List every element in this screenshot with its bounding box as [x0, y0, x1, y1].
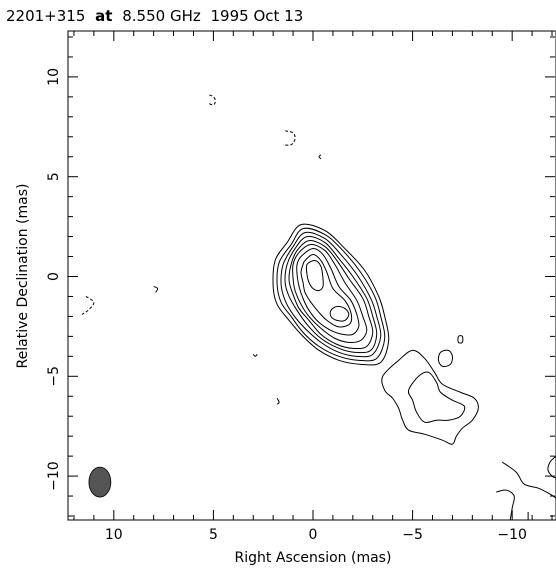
- jet-contour-3: [437, 349, 454, 368]
- edge-contour-4: [547, 455, 556, 479]
- y-tick-label: −10: [46, 461, 62, 491]
- core-contour-1: [272, 223, 390, 366]
- restoring-beam: [88, 466, 112, 498]
- core-contour-6: [292, 244, 368, 343]
- y-tick-label: −5: [46, 366, 62, 387]
- x-tick-label: 0: [309, 527, 318, 543]
- y-tick-label: 0: [46, 272, 62, 281]
- x-axis-label: Right Ascension (mas): [235, 550, 392, 566]
- edge-contour-1: [501, 461, 556, 499]
- core-contour-5: [288, 240, 374, 350]
- frequency-label: 8.550 GHz: [122, 7, 201, 25]
- core-contour-10: [329, 305, 350, 322]
- observation-date: 1995 Oct 13: [211, 7, 304, 25]
- core-contour-8: [300, 254, 353, 328]
- core-contour-2: [276, 227, 386, 362]
- x-tick-label: −10: [497, 527, 527, 543]
- core-contour-7: [296, 248, 360, 336]
- title-connector: at: [95, 7, 112, 25]
- y-tick-label: 10: [46, 68, 62, 86]
- isolated-contour-4: [276, 398, 280, 405]
- jet-contour-1: [381, 349, 479, 445]
- jet-contour-4: [457, 335, 464, 344]
- jet-contour-2: [407, 371, 466, 424]
- isolated-contour-1: [318, 154, 322, 160]
- core-contour-9: [305, 260, 324, 292]
- core-contour-3: [280, 231, 382, 358]
- plot-frame: [67, 30, 556, 521]
- isolated-contour-3: [252, 353, 258, 357]
- plot-area: [67, 30, 556, 521]
- y-axis-label: Relative Declination (mas): [15, 184, 31, 369]
- axis-ticks: 10 5 0 −5 −10 10 5 0 −5 −10: [46, 31, 555, 543]
- negative-contour-2: [283, 130, 296, 146]
- x-tick-label: 10: [105, 527, 123, 543]
- edge-contour-2: [496, 489, 515, 521]
- source-name: 2201+315: [6, 7, 85, 25]
- negative-contour-1: [207, 94, 216, 106]
- chart-title: 2201+315 at 8.550 GHz 1995 Oct 13: [6, 7, 303, 25]
- isolated-contour-2: [153, 286, 159, 293]
- negative-contour-3: [81, 296, 95, 315]
- core-contour-4: [284, 235, 378, 354]
- x-tick-label: −5: [402, 527, 423, 543]
- x-tick-label: 5: [209, 527, 218, 543]
- y-tick-label: 5: [46, 172, 62, 181]
